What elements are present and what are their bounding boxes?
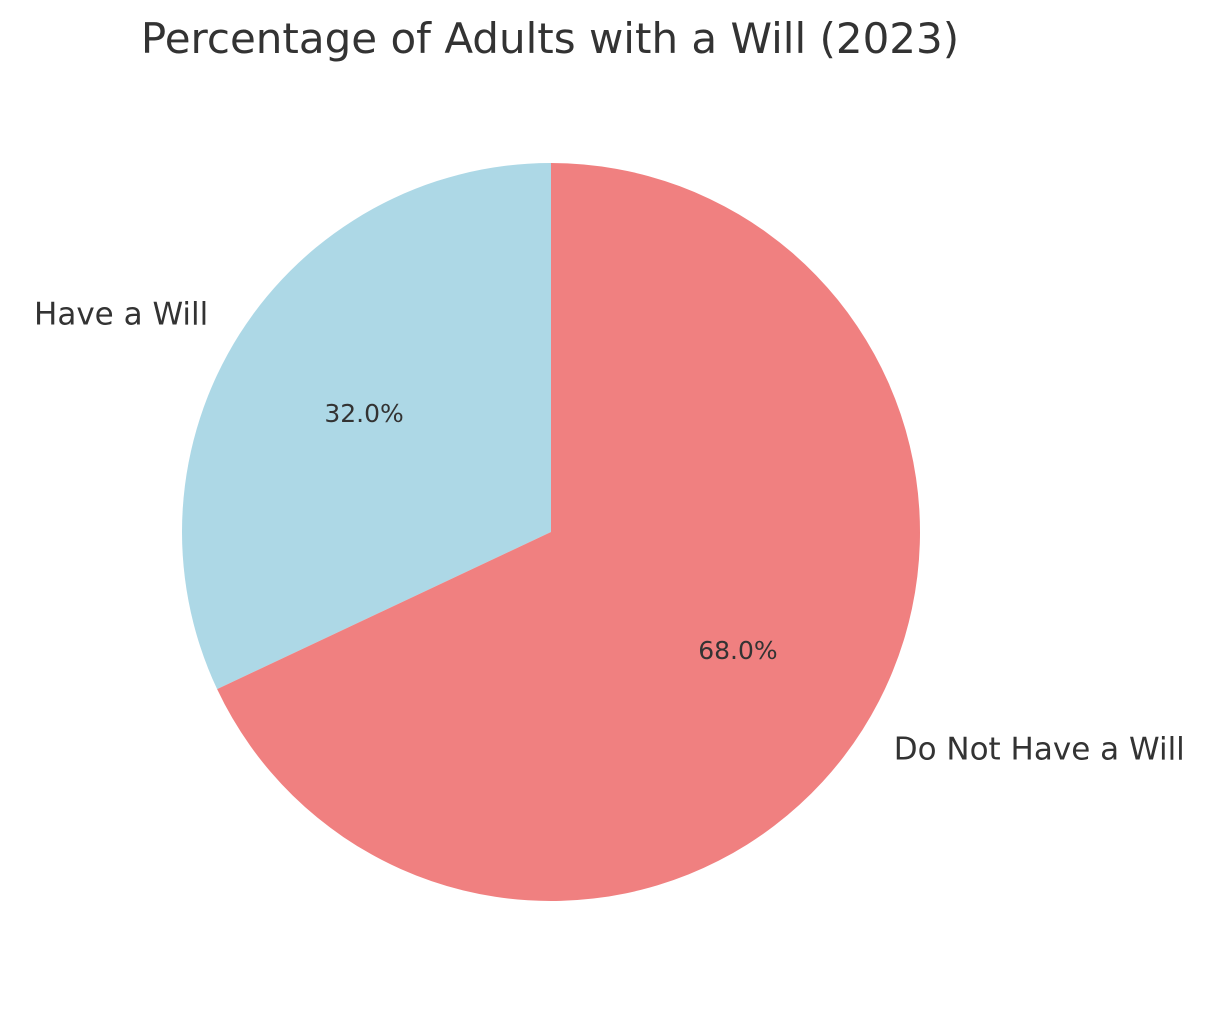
pie-pct-label-0: 32.0% — [324, 399, 403, 428]
pie-pct-label-1: 68.0% — [698, 636, 777, 665]
pie-category-label-1: Do Not Have a Will — [894, 731, 1185, 767]
pie-category-label-0: Have a Will — [34, 297, 208, 333]
chart-title: Percentage of Adults with a Will (2023) — [140, 14, 960, 63]
pie-slice-have-a-will — [182, 163, 552, 690]
pie-slice-do-not-have-a-will — [217, 163, 920, 902]
